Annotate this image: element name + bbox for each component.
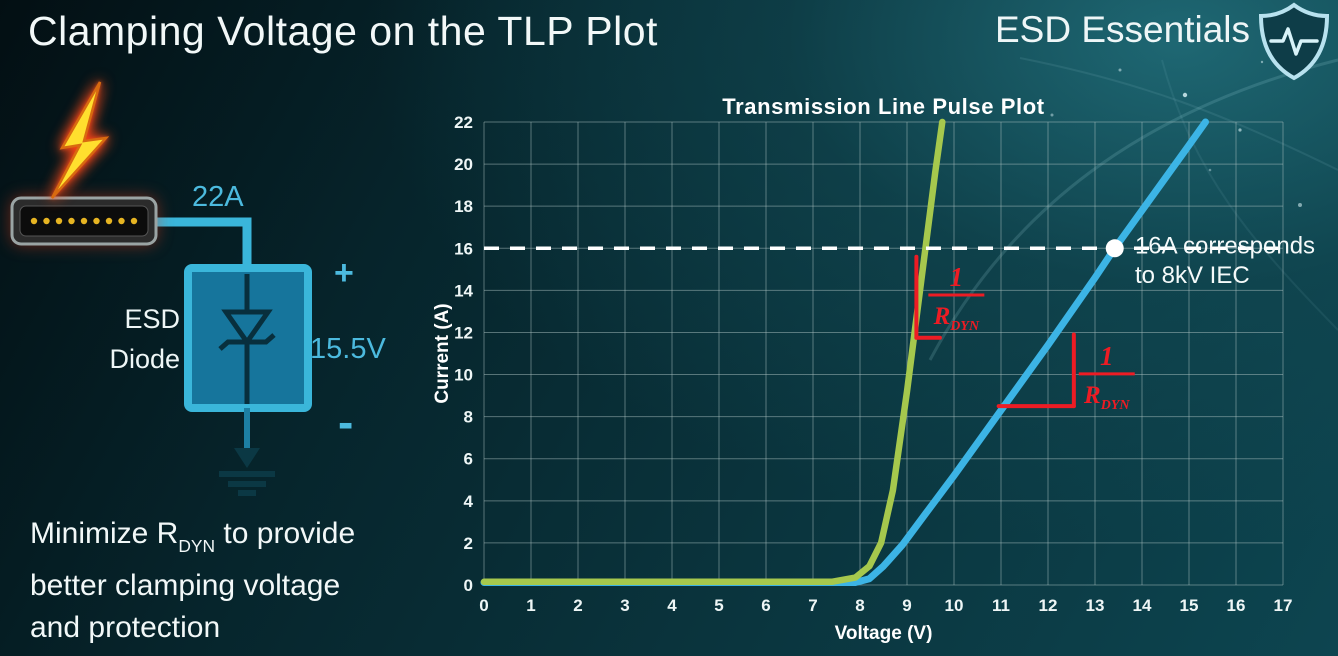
marker-16A-dot (1105, 239, 1124, 258)
component-label-line1: ESD (124, 304, 180, 334)
current-label: 22A (192, 181, 244, 213)
component-label-line2: Diode (109, 344, 180, 374)
svg-text:3: 3 (620, 596, 629, 615)
shield-outline (1258, 2, 1330, 81)
hdmi-connector-icon (10, 196, 158, 246)
tvs-diode-symbol (218, 274, 276, 404)
svg-text:8: 8 (464, 408, 473, 427)
y-axis-title: Current (A) (432, 303, 453, 403)
svg-text:5: 5 (714, 596, 723, 615)
svg-text:6: 6 (761, 596, 770, 615)
svg-text:12: 12 (454, 323, 473, 342)
svg-text:13: 13 (1086, 596, 1105, 615)
svg-text:2: 2 (573, 596, 582, 615)
svg-text:8: 8 (855, 596, 864, 615)
svg-text:16: 16 (1227, 596, 1246, 615)
svg-text:9: 9 (902, 596, 911, 615)
marker-label-line2: to 8kV IEC (1135, 262, 1250, 289)
footer-note: Minimize RDYN to provide better clamping… (30, 513, 355, 649)
svg-text:7: 7 (808, 596, 817, 615)
footer-note-line3: and protection (30, 611, 221, 644)
chart-title: Transmission Line Pulse Plot (722, 94, 1045, 119)
svg-text:1: 1 (526, 596, 535, 615)
wire (150, 217, 252, 272)
ground-icon (219, 408, 275, 496)
pulse-line-icon (1269, 27, 1319, 56)
connector-pins (30, 217, 138, 225)
marker-label-line1: 16A corresponds (1135, 233, 1315, 260)
svg-text:1: 1 (1100, 341, 1114, 371)
svg-text:14: 14 (1133, 596, 1152, 615)
svg-text:0: 0 (479, 596, 488, 615)
svg-text:14: 14 (454, 281, 473, 300)
svg-text:RDYN: RDYN (1083, 382, 1130, 413)
svg-text:18: 18 (454, 197, 473, 216)
voltage-label: 15.5V (310, 333, 386, 365)
svg-text:4: 4 (667, 596, 677, 615)
swoosh-curve-2 (1019, 57, 1338, 171)
blue-curve (480, 118, 1209, 586)
plus-label: + (334, 254, 354, 292)
svg-text:11: 11 (992, 596, 1010, 615)
shield-pulse-icon (1258, 2, 1330, 81)
minus-label: - (338, 396, 353, 448)
svg-text:17: 17 (1274, 596, 1293, 615)
svg-text:20: 20 (454, 155, 473, 174)
green-curve (480, 118, 946, 586)
y-tick-labels: 0 2 4 6 8 10 12 14 16 18 20 22 (454, 113, 473, 595)
svg-text:4: 4 (464, 492, 474, 511)
brand-name: ESD Essentials (995, 9, 1250, 50)
sparkle-dots (1050, 60, 1302, 207)
page-title: Clamping Voltage on the TLP Plot (28, 8, 658, 54)
svg-text:15: 15 (1180, 596, 1199, 615)
svg-text:22: 22 (454, 113, 473, 132)
svg-text:10: 10 (454, 366, 473, 385)
esd-circuit-diagram: 22A + 15.5V - ESD Diode (10, 81, 386, 496)
svg-text:16: 16 (454, 239, 473, 258)
rdyn-annotation-2: 1 RDYN (996, 332, 1135, 413)
footer-note-line1: Minimize RDYN to provide (30, 517, 356, 557)
svg-text:12: 12 (1039, 596, 1058, 615)
x-tick-labels: 0 1 2 3 4 5 6 7 8 9 10 11 12 13 14 15 16 17 (479, 596, 1292, 615)
svg-text:1: 1 (950, 262, 964, 292)
swoosh-curve (928, 58, 1338, 361)
esd-diode-box (184, 264, 312, 412)
svg-text:2: 2 (464, 534, 473, 553)
svg-text:6: 6 (464, 450, 473, 469)
x-axis-title: Voltage (V) (835, 623, 933, 644)
rdyn-annotation-1: 1 RDYN (914, 254, 985, 340)
svg-text:0: 0 (464, 576, 473, 595)
lightning-bolt-icon (50, 81, 110, 199)
grid-lines (483, 121, 1284, 586)
svg-text:RDYN: RDYN (933, 303, 980, 334)
footer-note-line2: better clamping voltage (30, 569, 341, 602)
svg-text:10: 10 (945, 596, 964, 615)
swoosh-curve-3 (1161, 59, 1338, 331)
